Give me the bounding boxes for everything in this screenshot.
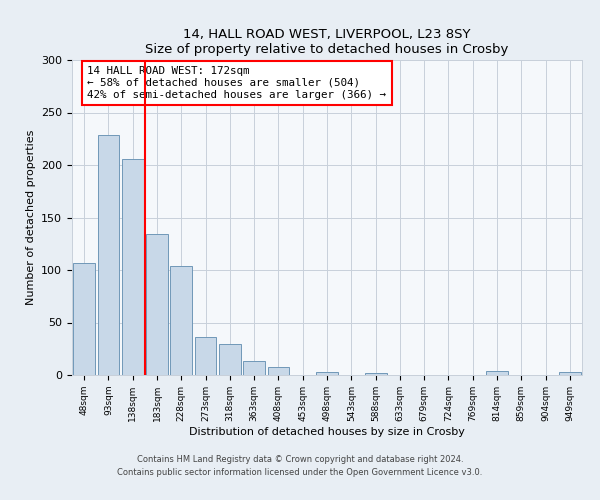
Bar bbox=[559, 372, 581, 375]
Title: 14, HALL ROAD WEST, LIVERPOOL, L23 8SY
Size of property relative to detached hou: 14, HALL ROAD WEST, LIVERPOOL, L23 8SY S… bbox=[145, 28, 509, 56]
Bar bbox=[122, 158, 143, 375]
Bar bbox=[365, 373, 386, 375]
Bar bbox=[316, 372, 338, 375]
Bar bbox=[243, 362, 265, 375]
Bar bbox=[170, 266, 192, 375]
Bar bbox=[146, 234, 168, 375]
Y-axis label: Number of detached properties: Number of detached properties bbox=[26, 130, 35, 305]
Text: 14 HALL ROAD WEST: 172sqm
← 58% of detached houses are smaller (504)
42% of semi: 14 HALL ROAD WEST: 172sqm ← 58% of detac… bbox=[88, 66, 386, 100]
Bar bbox=[268, 366, 289, 375]
Bar bbox=[97, 134, 119, 375]
Bar bbox=[486, 371, 508, 375]
Bar bbox=[219, 344, 241, 375]
Bar bbox=[194, 337, 217, 375]
Text: Contains public sector information licensed under the Open Government Licence v3: Contains public sector information licen… bbox=[118, 468, 482, 477]
X-axis label: Distribution of detached houses by size in Crosby: Distribution of detached houses by size … bbox=[189, 426, 465, 436]
Text: Contains HM Land Registry data © Crown copyright and database right 2024.: Contains HM Land Registry data © Crown c… bbox=[137, 456, 463, 464]
Bar bbox=[73, 262, 95, 375]
